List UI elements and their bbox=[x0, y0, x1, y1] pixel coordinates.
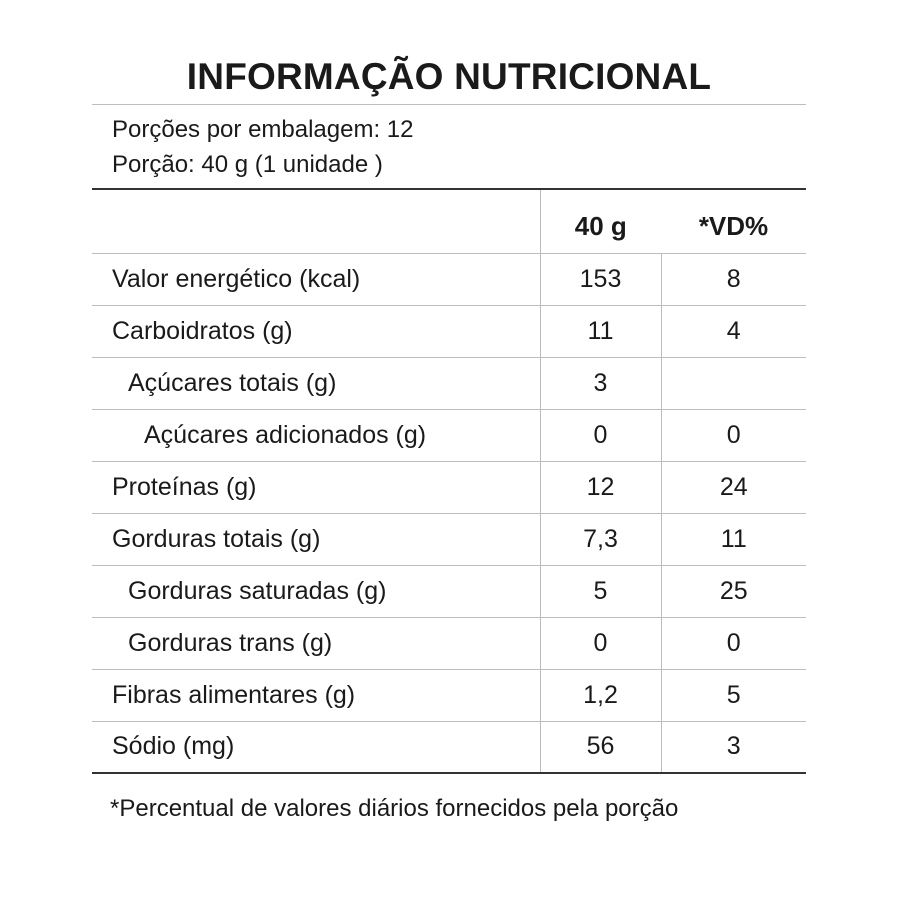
footnote: *Percentual de valores diários fornecido… bbox=[110, 795, 679, 822]
nutrient-daily-value: 5 bbox=[661, 669, 806, 722]
table-row: Gorduras saturadas (g) 5 25 bbox=[92, 565, 806, 618]
nutrient-label: Açúcares totais (g) bbox=[92, 357, 540, 410]
serving-info: Porções por embalagem: 12 Porção: 40 g (… bbox=[92, 105, 806, 188]
nutrition-table: 40 g *VD% Valor energético (kcal) 153 8 … bbox=[92, 190, 806, 774]
title-divider bbox=[92, 104, 806, 105]
servings-per-package: Porções por embalagem: 12 bbox=[112, 116, 414, 143]
table-row: Carboidratos (g) 11 4 bbox=[92, 305, 806, 358]
nutrient-amount: 1,2 bbox=[539, 669, 662, 722]
nutrition-facts-panel: INFORMAÇÃO NUTRICIONAL Porções por embal… bbox=[92, 50, 806, 823]
table-row: Sódio (mg) 56 3 bbox=[92, 721, 806, 774]
nutrient-daily-value: 11 bbox=[661, 513, 806, 566]
nutrient-amount: 3 bbox=[539, 357, 662, 410]
nutrient-amount: 56 bbox=[539, 721, 662, 774]
nutrient-label: Proteínas (g) bbox=[92, 461, 540, 514]
nutrient-label: Fibras alimentares (g) bbox=[92, 669, 540, 722]
nutrient-daily-value: 24 bbox=[661, 461, 806, 514]
nutrient-label: Carboidratos (g) bbox=[92, 305, 540, 358]
nutrient-amount: 0 bbox=[539, 409, 662, 462]
header-amount: 40 g bbox=[539, 190, 661, 254]
nutrient-daily-value: 0 bbox=[661, 409, 806, 462]
nutrient-label: Açúcares adicionados (g) bbox=[92, 409, 540, 462]
nutrient-label: Gorduras totais (g) bbox=[92, 513, 540, 566]
nutrient-amount: 12 bbox=[539, 461, 662, 514]
nutrient-amount: 0 bbox=[539, 617, 662, 670]
table-row: Açúcares adicionados (g) 0 0 bbox=[92, 409, 806, 462]
table-row: Valor energético (kcal) 153 8 bbox=[92, 253, 806, 306]
nutrient-daily-value: 3 bbox=[661, 721, 806, 774]
table-row: Proteínas (g) 12 24 bbox=[92, 461, 806, 514]
serving-size: Porção: 40 g (1 unidade ) bbox=[112, 151, 383, 178]
table-header-row: 40 g *VD% bbox=[92, 190, 806, 254]
nutrient-daily-value: 0 bbox=[661, 617, 806, 670]
table-row: Gorduras trans (g) 0 0 bbox=[92, 617, 806, 670]
nutrient-amount: 7,3 bbox=[539, 513, 662, 566]
nutrient-amount: 5 bbox=[539, 565, 662, 618]
nutrient-label: Valor energético (kcal) bbox=[92, 253, 540, 306]
header-nutrient bbox=[92, 190, 540, 254]
table-row: Gorduras totais (g) 7,3 11 bbox=[92, 513, 806, 566]
nutrient-label: Gorduras trans (g) bbox=[92, 617, 540, 670]
serving-divider bbox=[92, 188, 806, 190]
nutrient-amount: 11 bbox=[539, 305, 662, 358]
nutrient-amount: 153 bbox=[539, 253, 662, 306]
nutrient-daily-value: 25 bbox=[661, 565, 806, 618]
table-row: Fibras alimentares (g) 1,2 5 bbox=[92, 669, 806, 722]
panel-title: INFORMAÇÃO NUTRICIONAL bbox=[186, 56, 712, 97]
nutrient-label: Sódio (mg) bbox=[92, 721, 540, 774]
nutrient-daily-value: 8 bbox=[661, 253, 806, 306]
nutrient-label: Gorduras saturadas (g) bbox=[92, 565, 540, 618]
nutrient-daily-value: 4 bbox=[661, 305, 806, 358]
nutrient-daily-value bbox=[661, 357, 806, 410]
header-daily-value: *VD% bbox=[661, 190, 806, 254]
table-row: Açúcares totais (g) 3 bbox=[92, 357, 806, 410]
